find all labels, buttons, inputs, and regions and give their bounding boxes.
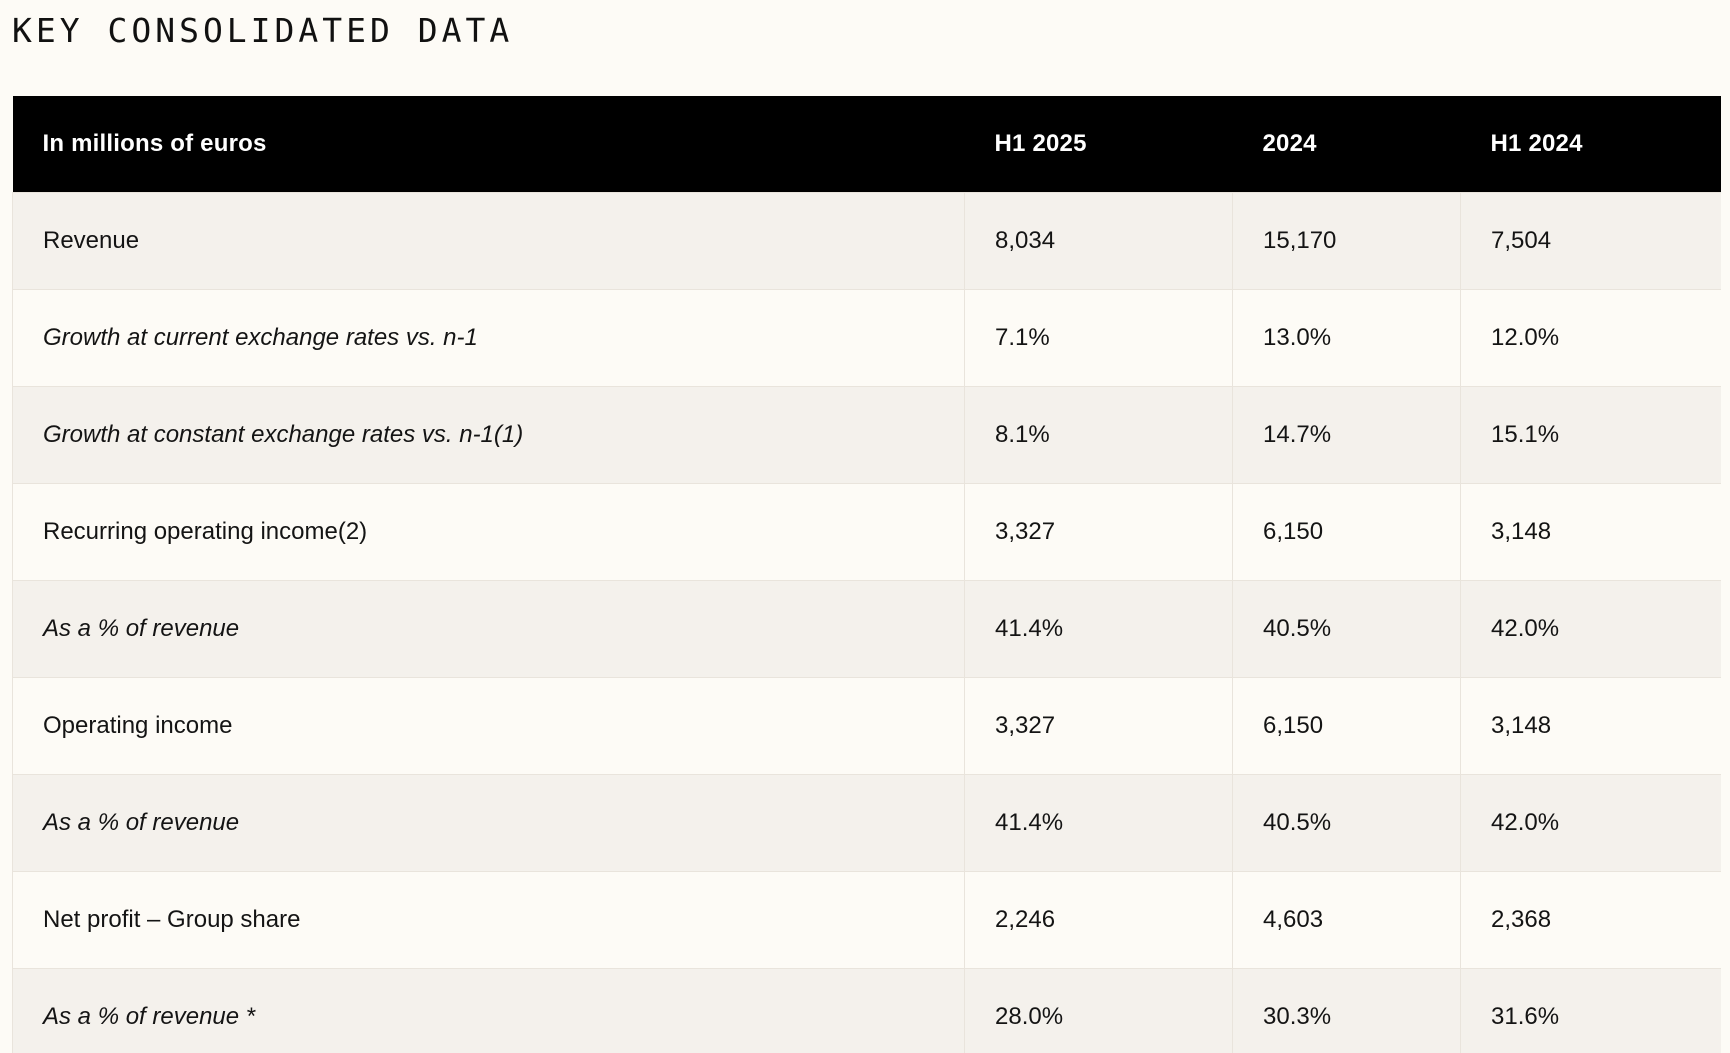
row-label: Operating income (12, 676, 965, 774)
row-label: As a % of revenue * (12, 967, 965, 1053)
cell-2024: 4,603 (1232, 870, 1461, 968)
cell-h1-2025: 28.0% (964, 967, 1233, 1053)
key-data-table-container: In millions of euros H1 2025 2024 H1 202… (12, 96, 1721, 1053)
cell-h1-2025: 8.1% (964, 385, 1233, 483)
cell-2024: 6,150 (1232, 482, 1461, 580)
header-label-column: In millions of euros (42, 129, 267, 157)
row-label: As a % of revenue (12, 773, 965, 871)
cell-2024: 40.5% (1232, 773, 1461, 871)
table-row-growth-current: Growth at current exchange rates vs. n-1… (12, 288, 1721, 386)
cell-h1-2024: 31.6% (1460, 967, 1721, 1053)
header-2024: 2024 (1262, 129, 1317, 157)
table-row-revenue: Revenue 8,034 15,170 7,504 (12, 191, 1721, 289)
table-row-net-margin: As a % of revenue * 28.0% 30.3% 31.6% (12, 967, 1721, 1053)
header-h1-2024: H1 2024 (1490, 129, 1583, 157)
table-row-net-profit: Net profit – Group share 2,246 4,603 2,3… (12, 870, 1721, 968)
cell-h1-2024: 3,148 (1460, 482, 1721, 580)
cell-h1-2024: 12.0% (1460, 288, 1721, 386)
row-label: Growth at current exchange rates vs. n-1 (12, 288, 965, 386)
cell-h1-2024: 15.1% (1460, 385, 1721, 483)
cell-2024: 15,170 (1232, 191, 1461, 289)
table-row-recurring-operating-income: Recurring operating income(2) 3,327 6,15… (12, 482, 1721, 580)
row-label: Recurring operating income(2) (12, 482, 965, 580)
cell-h1-2025: 41.4% (964, 579, 1233, 677)
row-label: Net profit – Group share (12, 870, 965, 968)
table-row-recurring-margin: As a % of revenue 41.4% 40.5% 42.0% (12, 579, 1721, 677)
cell-h1-2024: 3,148 (1460, 676, 1721, 774)
cell-h1-2024: 42.0% (1460, 773, 1721, 871)
cell-h1-2024: 7,504 (1460, 191, 1721, 289)
cell-h1-2025: 3,327 (964, 676, 1233, 774)
cell-h1-2025: 3,327 (964, 482, 1233, 580)
table-row-operating-margin: As a % of revenue 41.4% 40.5% 42.0% (12, 773, 1721, 871)
cell-h1-2025: 8,034 (964, 191, 1233, 289)
key-data-table: In millions of euros H1 2025 2024 H1 202… (12, 96, 1721, 1053)
table-header-row: In millions of euros H1 2025 2024 H1 202… (12, 96, 1721, 192)
row-label: Growth at constant exchange rates vs. n-… (12, 385, 965, 483)
cell-h1-2024: 42.0% (1460, 579, 1721, 677)
cell-2024: 40.5% (1232, 579, 1461, 677)
cell-h1-2024: 2,368 (1460, 870, 1721, 968)
cell-h1-2025: 7.1% (964, 288, 1233, 386)
table-row-operating-income: Operating income 3,327 6,150 3,148 (12, 676, 1721, 774)
cell-2024: 13.0% (1232, 288, 1461, 386)
cell-2024: 6,150 (1232, 676, 1461, 774)
cell-h1-2025: 41.4% (964, 773, 1233, 871)
table-row-growth-constant: Growth at constant exchange rates vs. n-… (12, 385, 1721, 483)
cell-h1-2025: 2,246 (964, 870, 1233, 968)
row-label: Revenue (12, 191, 965, 289)
cell-2024: 30.3% (1232, 967, 1461, 1053)
cell-2024: 14.7% (1232, 385, 1461, 483)
row-label: As a % of revenue (12, 579, 965, 677)
header-h1-2025: H1 2025 (994, 129, 1087, 157)
page-title: KEY CONSOLIDATED DATA (12, 11, 514, 50)
